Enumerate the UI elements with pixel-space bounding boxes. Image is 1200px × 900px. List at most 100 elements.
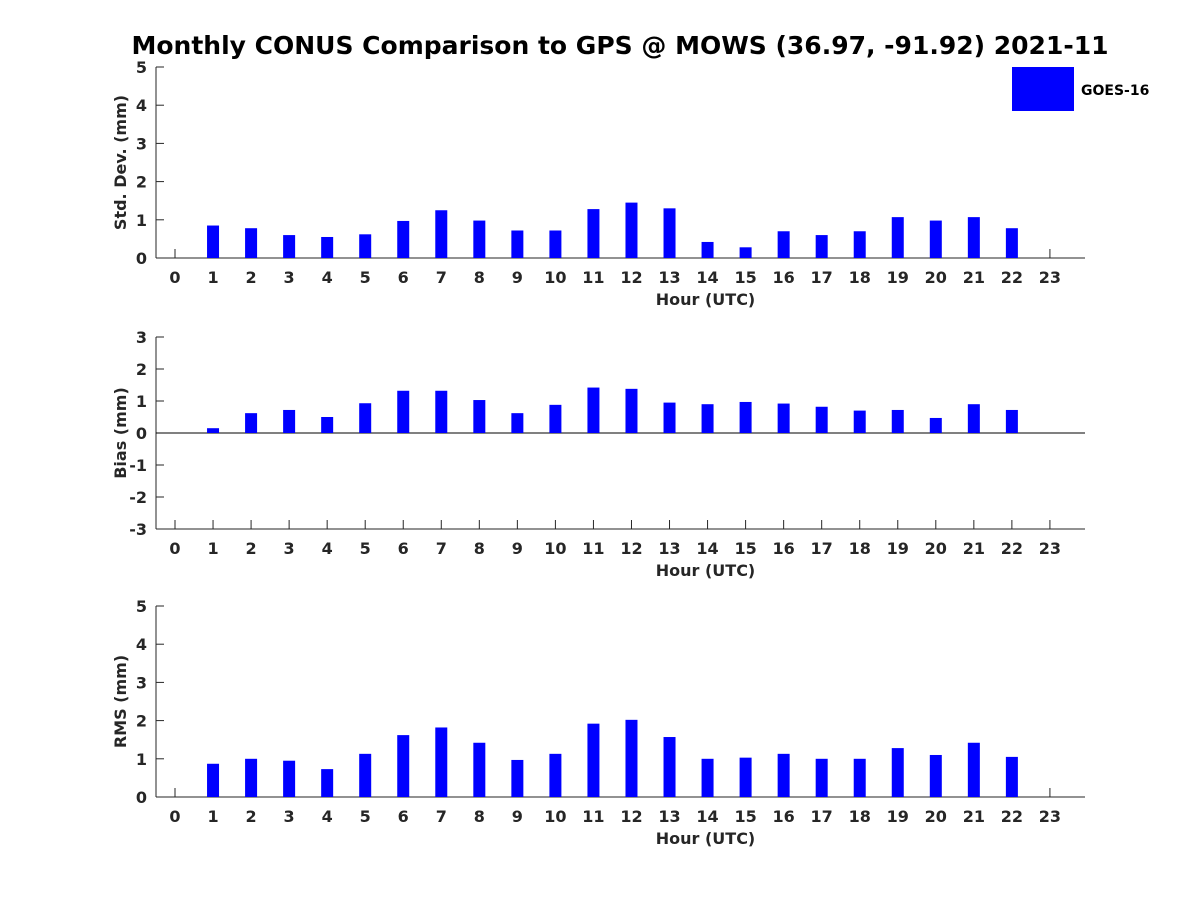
bar-std-dev-hour-5: [359, 234, 372, 258]
bar-bias-hour-14: [701, 404, 714, 433]
y-tick-label: 3: [136, 134, 147, 153]
x-tick-label: 15: [734, 539, 756, 558]
y-tick-label: 2: [136, 173, 147, 192]
bar-rms-hour-21: [967, 742, 980, 797]
bar-bias-hour-18: [853, 410, 866, 433]
bar-std-dev-hour-9: [511, 230, 524, 258]
y-axis-label: RMS (mm): [111, 655, 130, 748]
x-tick-label: 9: [512, 807, 523, 826]
x-tick-label: 20: [925, 807, 947, 826]
bar-std-dev-hour-17: [815, 235, 828, 258]
bar-bias-hour-7: [435, 390, 448, 433]
bar-std-dev-hour-15: [739, 247, 752, 258]
x-tick-label: 4: [322, 539, 333, 558]
bar-std-dev-hour-7: [435, 210, 448, 258]
x-tick-label: 6: [398, 268, 409, 287]
x-tick-label: 10: [544, 268, 566, 287]
bar-rms-hour-19: [891, 748, 904, 797]
y-tick-label: 5: [136, 58, 147, 77]
x-tick-label: 8: [474, 539, 485, 558]
y-tick-label: -3: [129, 520, 147, 539]
x-tick-label: 14: [696, 268, 718, 287]
x-tick-label: 22: [1001, 268, 1023, 287]
y-tick-label: 0: [136, 788, 147, 807]
bar-rms-hour-22: [1005, 756, 1018, 797]
x-tick-label: 6: [398, 807, 409, 826]
x-tick-label: 17: [811, 268, 833, 287]
x-tick-label: 12: [620, 807, 642, 826]
bar-rms-hour-20: [929, 754, 942, 797]
y-tick-label: 2: [136, 712, 147, 731]
x-tick-label: 12: [620, 539, 642, 558]
bar-std-dev-hour-8: [473, 220, 486, 258]
x-tick-label: 17: [811, 539, 833, 558]
x-tick-label: 2: [246, 268, 257, 287]
x-tick-label: 5: [360, 268, 371, 287]
bar-bias-hour-12: [625, 388, 638, 433]
bar-rms-hour-2: [245, 758, 258, 797]
x-tick-label: 21: [963, 539, 985, 558]
x-tick-label: 1: [207, 268, 218, 287]
x-tick-label: 23: [1039, 807, 1061, 826]
x-tick-label: 4: [322, 268, 333, 287]
bar-rms-hour-17: [815, 758, 828, 797]
x-tick-label: 18: [849, 268, 871, 287]
y-axis-label: Std. Dev. (mm): [111, 95, 130, 230]
bar-bias-hour-22: [1005, 409, 1018, 433]
bar-std-dev-hour-2: [245, 228, 258, 258]
x-tick-label: 23: [1039, 539, 1061, 558]
x-axis-label: Hour (UTC): [656, 561, 756, 580]
x-tick-label: 16: [773, 268, 795, 287]
x-tick-label: 20: [925, 539, 947, 558]
bar-std-dev-hour-1: [207, 225, 220, 258]
x-tick-label: 7: [436, 539, 447, 558]
bar-std-dev-hour-3: [283, 235, 296, 258]
x-tick-label: 22: [1001, 807, 1023, 826]
x-tick-label: 10: [544, 539, 566, 558]
y-tick-label: 1: [136, 392, 147, 411]
x-tick-label: 13: [658, 268, 680, 287]
x-tick-label: 19: [887, 268, 909, 287]
y-tick-label: 4: [136, 96, 147, 115]
bar-rms-hour-12: [625, 719, 638, 797]
bar-bias-hour-9: [511, 413, 524, 433]
y-tick-label: -2: [129, 488, 147, 507]
x-tick-label: 5: [360, 807, 371, 826]
bar-bias-hour-16: [777, 403, 790, 433]
x-tick-label: 9: [512, 268, 523, 287]
bar-bias-hour-6: [397, 390, 410, 433]
bar-std-dev-hour-21: [967, 217, 980, 258]
y-tick-label: -1: [129, 456, 147, 475]
x-tick-label: 19: [887, 539, 909, 558]
bar-rms-hour-9: [511, 759, 524, 797]
x-tick-label: 0: [169, 807, 180, 826]
y-tick-label: 4: [136, 635, 147, 654]
x-tick-label: 21: [963, 807, 985, 826]
y-tick-label: 0: [136, 249, 147, 268]
x-tick-label: 13: [658, 539, 680, 558]
bar-rms-hour-15: [739, 757, 752, 797]
x-tick-label: 11: [582, 807, 604, 826]
chart-title: Monthly CONUS Comparison to GPS @ MOWS (…: [131, 31, 1108, 60]
bar-std-dev-hour-13: [663, 208, 676, 258]
x-tick-label: 2: [246, 807, 257, 826]
x-tick-label: 4: [322, 807, 333, 826]
bar-bias-hour-1: [207, 428, 220, 433]
x-tick-label: 14: [696, 539, 718, 558]
x-tick-label: 11: [582, 268, 604, 287]
bar-std-dev-hour-19: [891, 217, 904, 258]
bar-bias-hour-13: [663, 402, 676, 433]
legend-swatch: [1012, 67, 1074, 111]
x-tick-label: 8: [474, 807, 485, 826]
bar-bias-hour-15: [739, 401, 752, 433]
bar-std-dev-hour-16: [777, 231, 790, 258]
bar-rms-hour-7: [435, 727, 448, 797]
bar-bias-hour-10: [549, 404, 562, 433]
x-tick-label: 14: [696, 807, 718, 826]
x-tick-label: 21: [963, 268, 985, 287]
x-tick-label: 20: [925, 268, 947, 287]
x-axis-label: Hour (UTC): [656, 290, 756, 309]
